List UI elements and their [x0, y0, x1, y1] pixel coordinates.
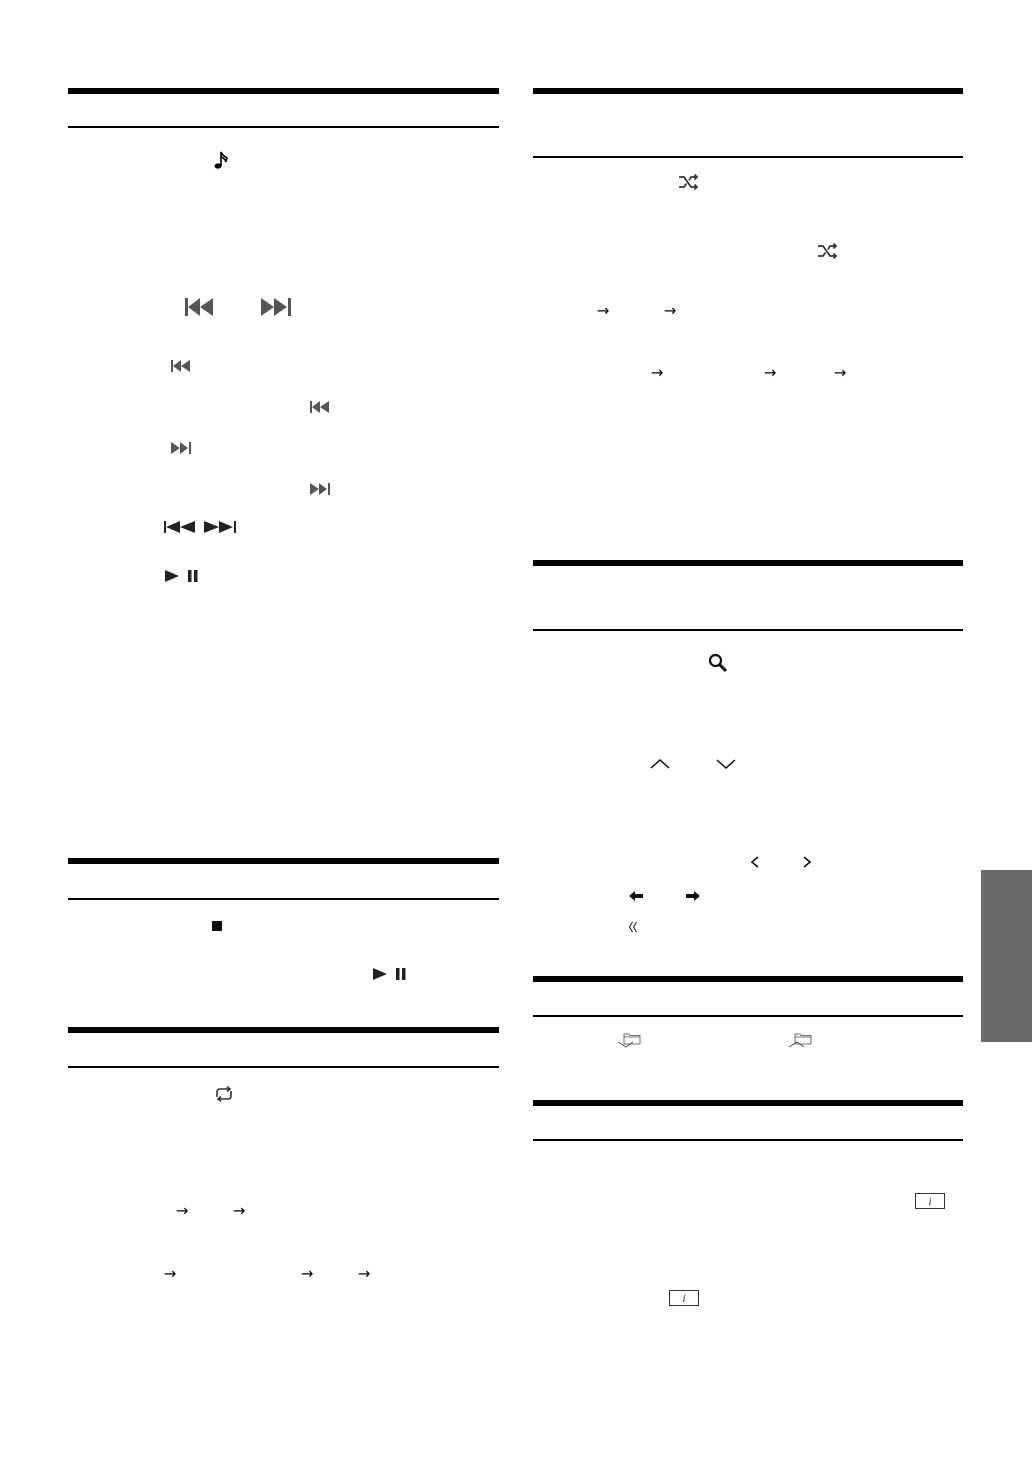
next-track-icon: [261, 298, 291, 316]
section-rule-thick: [68, 88, 499, 94]
previous-track-icon: [310, 401, 330, 413]
fast-forward-icon: [204, 521, 236, 533]
section-rule-thin: [533, 156, 963, 158]
arrow-icon: →: [833, 363, 847, 382]
chevron-up-icon: [650, 759, 670, 769]
chevron-down-icon: [716, 759, 736, 769]
next-track-icon: [310, 483, 330, 495]
section-rule-thick: [533, 1100, 963, 1106]
arrow-icon: →: [763, 363, 777, 382]
folder-down-icon: [618, 1032, 642, 1048]
section-rule-thin: [533, 1139, 963, 1141]
play-pause-icon: [373, 968, 407, 980]
shuffle-icon: [817, 243, 839, 259]
section-rule-thin: [533, 629, 963, 631]
arrow-icon: →: [663, 301, 677, 320]
section-rule-thick: [533, 88, 963, 94]
music-note-icon: [214, 150, 230, 170]
folder-up-icon: [789, 1032, 813, 1048]
previous-track-icon: [185, 298, 215, 316]
section-rule-thin: [68, 126, 499, 128]
arrow-icon: →: [175, 1201, 189, 1220]
fast-rewind-icon: [164, 521, 196, 533]
section-rule-thick: [68, 858, 499, 864]
section-rule-thin: [68, 1066, 499, 1068]
repeat-icon: [213, 1086, 235, 1102]
section-rule-thin: [533, 1015, 963, 1017]
play-pause-icon: [165, 570, 199, 582]
arrow-right-icon: [686, 891, 700, 901]
chapter-side-tab: [981, 870, 1032, 1042]
arrow-icon: →: [596, 301, 610, 320]
section-rule-thick: [533, 976, 963, 982]
info-button-icon: i: [669, 1290, 699, 1306]
next-track-icon: [171, 442, 191, 454]
arrow-icon: →: [163, 1264, 177, 1283]
section-rule-thin: [68, 898, 499, 900]
previous-track-icon: [171, 360, 191, 372]
arrow-icon: →: [357, 1264, 371, 1283]
section-rule-thick: [533, 560, 963, 566]
arrow-icon: →: [650, 363, 664, 382]
chevron-right-icon: [803, 856, 811, 868]
info-button-icon: i: [915, 1193, 945, 1209]
stop-icon: [212, 921, 222, 931]
double-chevron-left-icon: [628, 921, 638, 933]
arrow-left-icon: [629, 891, 643, 901]
shuffle-icon: [678, 174, 700, 190]
chevron-left-icon: [751, 856, 759, 868]
section-rule-thick: [68, 1027, 499, 1033]
arrow-icon: →: [300, 1264, 314, 1283]
search-icon: [708, 653, 728, 673]
arrow-icon: →: [232, 1201, 246, 1220]
